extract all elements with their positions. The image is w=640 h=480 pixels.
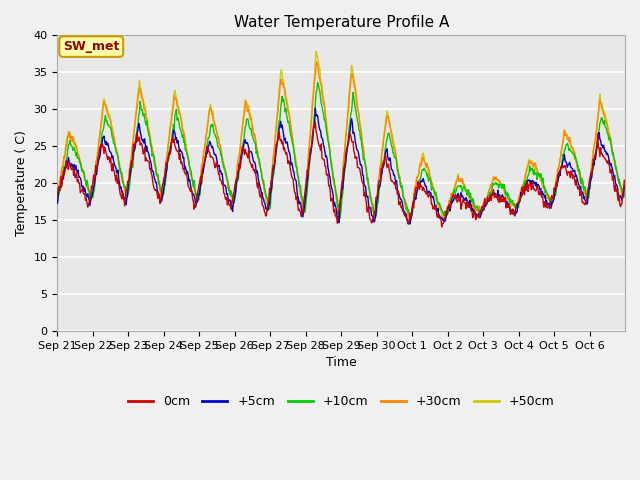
X-axis label: Time: Time <box>326 356 356 369</box>
Legend: 0cm, +5cm, +10cm, +30cm, +50cm: 0cm, +5cm, +10cm, +30cm, +50cm <box>123 390 559 413</box>
Y-axis label: Temperature ( C): Temperature ( C) <box>15 130 28 236</box>
Text: SW_met: SW_met <box>63 40 120 53</box>
Title: Water Temperature Profile A: Water Temperature Profile A <box>234 15 449 30</box>
